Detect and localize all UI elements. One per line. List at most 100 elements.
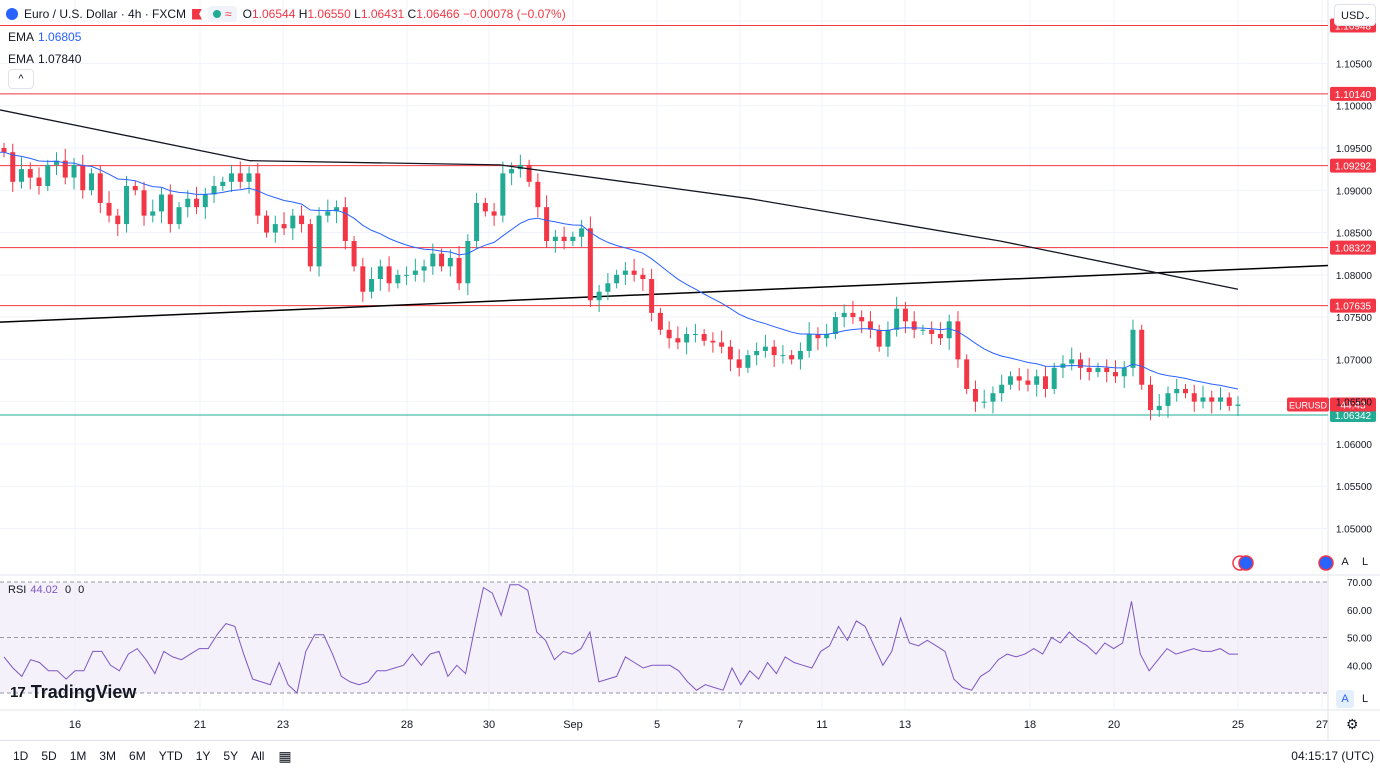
candle-body — [1174, 388, 1180, 394]
rsi-log-scale-button[interactable]: L — [1361, 693, 1369, 705]
candle-body — [754, 350, 760, 356]
candle-body — [937, 334, 943, 339]
candle-body — [211, 186, 217, 195]
time-tick-label: 27 — [1316, 719, 1328, 731]
tf-5d[interactable]: 5D — [41, 749, 57, 763]
candle-body — [474, 202, 480, 241]
candle-body — [1165, 393, 1171, 406]
tf-all[interactable]: All — [251, 749, 265, 763]
collapse-legend-button[interactable]: ^ — [8, 69, 34, 89]
price-tick-label: 1.07000 — [1336, 355, 1373, 366]
rsi-tick-label: 40.00 — [1347, 661, 1372, 672]
price-tick-label: 1.10500 — [1336, 59, 1373, 70]
candle-body — [45, 164, 51, 187]
candle-body — [789, 355, 795, 360]
tradingview-logo[interactable]: 17 TradingView — [10, 682, 137, 702]
time-tick-label: 11 — [816, 719, 827, 731]
level-tag — [1330, 86, 1376, 101]
candle-body — [657, 312, 663, 330]
tf-6m[interactable]: 6M — [129, 749, 146, 763]
candle-body — [1209, 397, 1215, 402]
calendar-icon[interactable]: ▦ — [278, 747, 292, 764]
candle-body — [377, 266, 383, 280]
candle-body — [902, 308, 908, 322]
candle-body — [981, 401, 987, 403]
candle-body — [272, 224, 278, 233]
candle-body — [465, 240, 471, 284]
candle-body — [719, 342, 725, 347]
candle-body — [972, 388, 978, 402]
candle-body — [351, 240, 357, 267]
candle-body — [762, 346, 768, 351]
candle-body — [1016, 376, 1022, 381]
candle-body — [167, 194, 173, 225]
candle-body — [456, 257, 462, 284]
candle-body — [771, 346, 777, 356]
price-tick-label: 1.09500 — [1336, 144, 1373, 155]
candle-body — [89, 173, 95, 191]
symbol-tag-label: EURUSD — [1289, 401, 1328, 411]
level-tag — [1330, 240, 1376, 255]
candle-body — [150, 211, 156, 216]
candle-body — [1217, 397, 1223, 402]
candle-body — [894, 308, 900, 330]
horizontal-levels: 1.10948 1.10140 1.09292 1.08322 1.07635 1.063… — [0, 18, 1376, 423]
candle-body — [552, 236, 558, 241]
gear-icon[interactable]: ⚙ — [1346, 716, 1359, 732]
candle-body — [832, 317, 838, 335]
log-scale-button[interactable]: L — [1361, 556, 1369, 568]
tf-1m[interactable]: 1M — [69, 749, 87, 763]
candle-body — [684, 334, 690, 343]
time-tick-label: 25 — [1232, 719, 1244, 731]
currency-select[interactable]: USD ⌄ — [1334, 4, 1376, 26]
status-pill[interactable]: ≈ — [208, 6, 237, 22]
candle-body — [36, 177, 42, 187]
candle-body — [850, 312, 856, 318]
candle-body — [220, 181, 226, 187]
candle-body — [780, 355, 786, 357]
candle-body — [342, 207, 348, 241]
candle-body — [929, 329, 935, 335]
candle-body — [622, 270, 628, 275]
candle-body — [736, 359, 742, 368]
candle-body — [202, 194, 208, 208]
symbol-legend[interactable]: Euro / U.S. Dollar · 4h · FXCM ≈ O1.0654… — [6, 6, 566, 22]
level-label: 1.09292 — [1335, 162, 1372, 173]
candle-body — [544, 207, 550, 241]
red-flag-icon[interactable] — [192, 8, 203, 20]
level-tag — [1330, 158, 1376, 173]
rsi-auto-scale-button[interactable]: A — [1336, 690, 1354, 708]
candle-body — [132, 186, 138, 191]
price-chart[interactable]: 1.10948 1.10140 1.09292 1.08322 1.07635 1.063… — [0, 0, 1380, 740]
candle-body — [369, 279, 375, 292]
candle-body — [509, 169, 515, 174]
tf-3m[interactable]: 3M — [99, 749, 117, 763]
candle-body — [614, 274, 620, 284]
candle-body — [1112, 372, 1118, 377]
utc-clock[interactable]: 04:15:17 (UTC) — [1291, 749, 1374, 763]
rsi-legend[interactable]: RSI 44.02 0 0 — [8, 584, 85, 596]
time-tick-label: 21 — [194, 719, 206, 731]
candle-body — [412, 270, 418, 275]
candle-body — [911, 321, 917, 330]
candle-body — [710, 340, 716, 343]
ema-slow-legend[interactable]: EMA 1.07840 — [8, 52, 82, 66]
candle-body — [491, 211, 497, 216]
auto-scale-button[interactable]: A — [1341, 556, 1349, 568]
candle-body — [1077, 359, 1083, 368]
candle-body — [1051, 367, 1057, 389]
ema-fast-legend[interactable]: EMA 1.06805 — [8, 30, 82, 44]
candle-body — [920, 329, 926, 331]
candle-body — [815, 334, 821, 339]
tf-ytd[interactable]: YTD — [158, 749, 183, 763]
tf-5y[interactable]: 5Y — [223, 749, 239, 763]
candle-body — [1069, 359, 1075, 364]
candle-body — [1139, 329, 1145, 385]
candle-body — [299, 215, 305, 225]
candle-body — [640, 274, 646, 280]
tf-1y[interactable]: 1Y — [195, 749, 211, 763]
candle-body — [1095, 367, 1101, 373]
rsi-pane: 70.00 60.00 50.00 40.00 — [0, 578, 1372, 694]
tf-1d[interactable]: 1D — [13, 749, 29, 763]
